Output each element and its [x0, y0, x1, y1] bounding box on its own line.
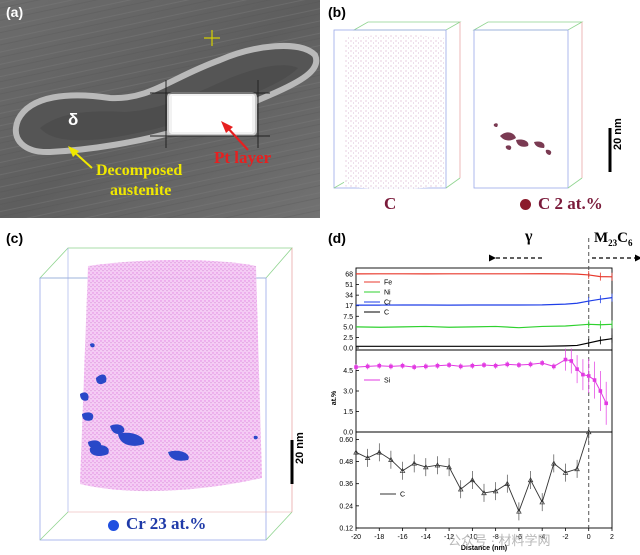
panel-c-label: (c) [6, 230, 24, 246]
gamma-label: γ [525, 228, 533, 245]
delta-label: δ [68, 110, 79, 129]
y-tick-label-middle: 1.5 [343, 409, 353, 416]
series-line-si [355, 359, 607, 404]
scale-label-b: 20 nm [612, 118, 624, 150]
c-marker-icon [520, 199, 531, 210]
x-tick-label: -4 [539, 534, 545, 541]
atom-map-cr [39, 247, 294, 541]
phase-label-sub2: 6 [628, 238, 633, 248]
y-tick-label-top: 17 [345, 303, 353, 310]
caption-cr-23at: Cr 23 at.% [126, 514, 207, 533]
legend-label-fe: Fe [384, 280, 392, 287]
pt-layer-label: Pt layer [214, 148, 272, 167]
y-tick-label-bottom: 0.36 [339, 481, 353, 488]
cr-marker-icon [108, 520, 119, 531]
x-tick-label: -20 [351, 534, 361, 541]
y-tick-label-top: 68 [345, 272, 353, 279]
caption-c: C [384, 194, 397, 213]
y-axis-label: at.% [331, 390, 338, 405]
x-tick-label: -8 [493, 534, 499, 541]
series-line-c [356, 338, 613, 347]
legend-label-ni: Ni [384, 290, 391, 297]
y-tick-label-top: 5.0 [343, 324, 353, 331]
panel-d-label: (d) [328, 230, 346, 246]
scale-label-c: 20 nm [294, 432, 306, 464]
phase-label-m: M [594, 230, 609, 246]
y-tick-label-middle: 0.0 [343, 430, 353, 437]
decomposed-austenite-label-2: austenite [110, 182, 172, 199]
x-tick-label: -16 [397, 534, 407, 541]
panel-b-label: (b) [328, 4, 346, 20]
phase-label-c: C [617, 230, 629, 246]
y-tick-label-top: 2.5 [343, 335, 353, 342]
y-tick-label-bottom: 0.12 [339, 526, 353, 533]
caption-c-2at: C 2 at.% [538, 194, 603, 213]
y-tick-label-middle: 3.0 [343, 389, 353, 396]
x-tick-label: -18 [374, 534, 384, 541]
x-tick-label: -14 [421, 534, 431, 541]
y-tick-label-top: 7.5 [343, 314, 353, 321]
decomposed-austenite-label-1: Decomposed [96, 162, 183, 179]
y-tick-label-bottom: 0.60 [339, 437, 353, 444]
panel-c: (c) Cr 23 at.% 20 nm [0, 228, 320, 555]
x-tick-label: 0 [587, 534, 591, 541]
x-tick-label: -10 [467, 534, 477, 541]
legend-label-cr: Cr [384, 300, 392, 307]
x-tick-label: -6 [516, 534, 522, 541]
x-tick-label: -2 [562, 534, 568, 541]
sem-image [0, 0, 320, 218]
series-line-cr [356, 297, 613, 306]
y-tick-label-top: 0.0 [343, 346, 353, 353]
y-tick-label-bottom: 0.48 [339, 459, 353, 466]
panel-a-label: (a) [6, 4, 24, 20]
x-tick-label: -12 [444, 534, 454, 541]
watermark: 公众号 · 材料学网 [448, 533, 551, 548]
series-line-ni [355, 323, 613, 329]
y-tick-label-top: 51 [345, 282, 353, 289]
panel-b: (b) C C 2 at.% 20 nm [320, 0, 640, 218]
y-tick-label-bottom: 0.24 [339, 503, 353, 510]
series-line-fe [355, 273, 613, 278]
legend-label-c-bottom: C [400, 492, 405, 499]
y-tick-label-top: 34 [345, 293, 353, 300]
panel-d: (d) γ M23C6 -20 -18 -16 -14 -12 -10 -8 -6 -4 -2 0 2… [320, 228, 640, 555]
legend-label-si: Si [384, 378, 391, 385]
panel-a: (a) δ Decomposed austenite Pt layer [0, 0, 320, 218]
phase-label-sub1: 23 [608, 238, 618, 248]
legend-label-c: C [384, 310, 389, 317]
x-axis-label: Distance (nm) [461, 545, 507, 552]
y-tick-label-middle: 4.5 [343, 368, 353, 375]
plot-frame-bottom [355, 431, 613, 529]
atom-map-c [333, 21, 612, 189]
plot-frame-top [355, 267, 613, 351]
phase-label: M23C6 [594, 230, 633, 248]
x-tick-label: 2 [610, 534, 614, 541]
